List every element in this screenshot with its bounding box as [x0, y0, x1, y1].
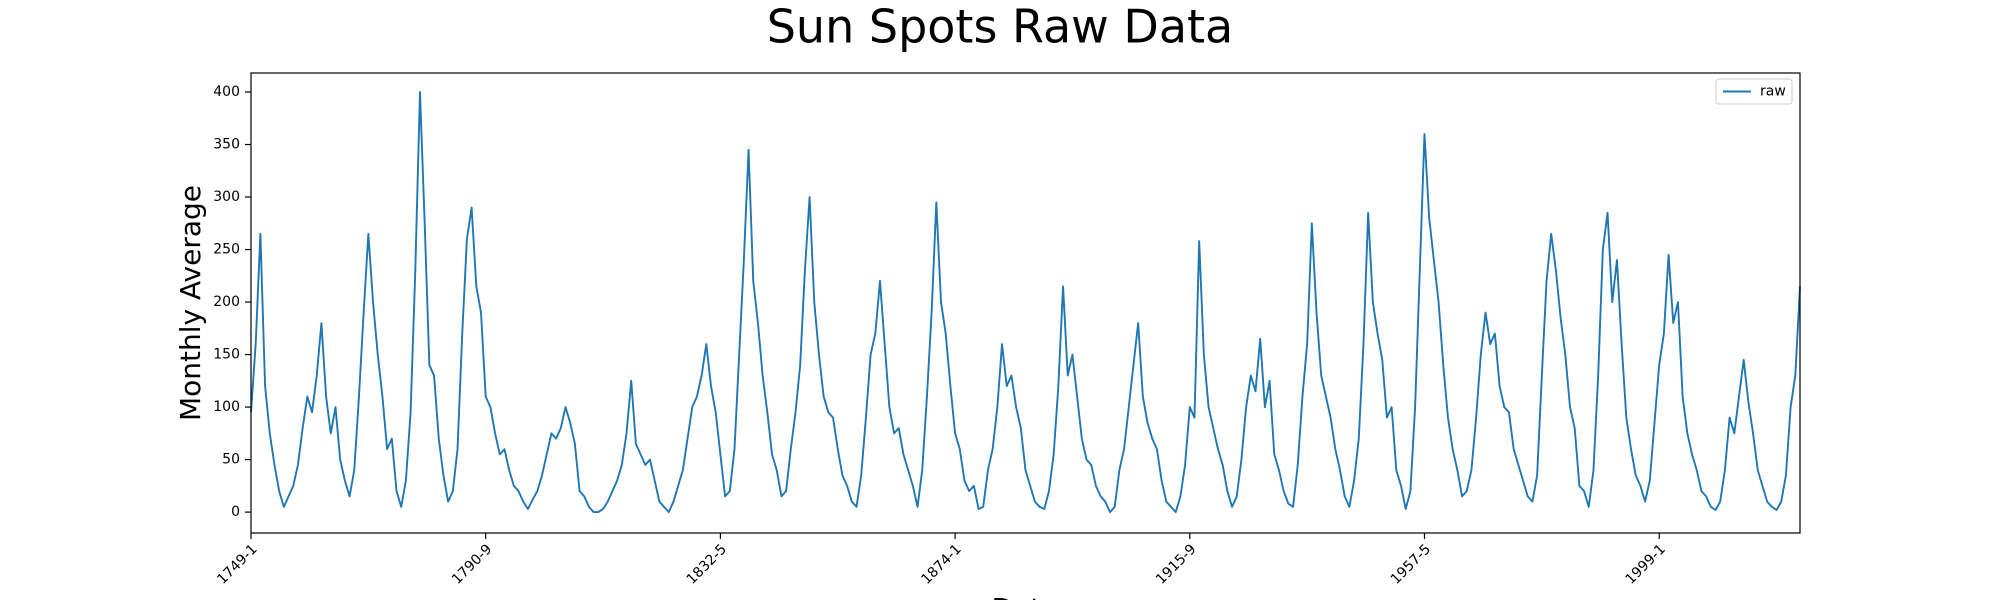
y-tick-label: 0	[231, 504, 240, 520]
y-tick-label: 100	[213, 399, 240, 415]
y-tick-label: 250	[213, 242, 240, 258]
x-tick-label: 1957-5	[1388, 541, 1434, 587]
y-axis-label: Monthly Average	[174, 185, 207, 421]
x-tick-label: 1749-1	[214, 541, 260, 587]
x-tick-label: 1915-9	[1153, 541, 1199, 587]
x-tick-label: 1874-1	[918, 541, 964, 587]
chart-title: Sun Spots Raw Data	[767, 0, 1234, 54]
legend-box	[1715, 78, 1793, 105]
y-tick-label: 350	[213, 137, 240, 153]
y-tick-label: 150	[213, 347, 240, 363]
x-tick-label: 1790-9	[449, 541, 495, 587]
x-tick-label: 1999-1	[1622, 541, 1668, 587]
y-tick-label: 300	[213, 189, 240, 205]
plot-frame	[250, 72, 1801, 534]
y-tick-label: 50	[222, 452, 240, 468]
x-axis-label: Date	[992, 592, 1059, 600]
x-tick-label: 1832-5	[684, 541, 730, 587]
legend-label: raw	[1760, 84, 1786, 100]
y-tick-label: 400	[213, 84, 240, 100]
line-series	[250, 91, 1801, 514]
y-tick-label: 200	[213, 294, 240, 310]
